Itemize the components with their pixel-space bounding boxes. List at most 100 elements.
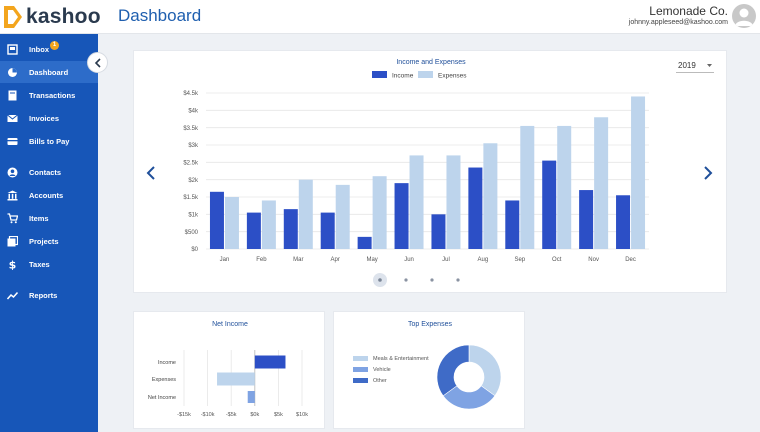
income-bar[interactable] [468, 167, 483, 249]
sidebar-item-label: Inbox [29, 44, 49, 54]
expenses-bar[interactable] [335, 184, 350, 249]
donut-slice[interactable] [468, 344, 502, 397]
income-bar[interactable] [209, 191, 224, 249]
income-bar[interactable] [283, 209, 298, 249]
legend-label: Meals & Entertainment [373, 356, 429, 362]
category-label: Income [158, 360, 176, 366]
y-tick-label: $2k [188, 178, 199, 184]
sidebar-item-transactions[interactable]: Transactions [0, 84, 98, 106]
legend-swatch [353, 378, 368, 383]
sidebar-item-invoices[interactable]: Invoices [0, 107, 98, 129]
sidebar-item-label: Dashboard [29, 67, 69, 77]
sidebar-item-label: Accounts [29, 190, 64, 200]
x-tick-label: Mar [293, 257, 303, 263]
sidebar-item-label: Bills to Pay [29, 136, 70, 146]
expenses-bar[interactable] [409, 155, 424, 249]
transactions-icon [8, 90, 17, 100]
income-bar[interactable] [431, 214, 446, 249]
x-tick-label: -$10k [201, 412, 215, 418]
expenses-bar[interactable] [557, 125, 572, 249]
contacts-icon [7, 167, 18, 177]
x-tick-label: $10k [296, 412, 308, 418]
income-bar[interactable] [246, 212, 261, 249]
x-tick-label: Aug [478, 257, 489, 263]
page-dot-center [378, 278, 382, 282]
sidebar-item-items[interactable]: Items [0, 207, 98, 229]
invoices-icon [7, 114, 18, 122]
income-bar[interactable] [542, 160, 557, 249]
income-bar[interactable] [320, 212, 335, 249]
income-bar[interactable] [394, 183, 409, 249]
net-income-bar[interactable] [254, 355, 286, 369]
inbox-count-badge: 1 [50, 40, 59, 50]
income-bar[interactable] [616, 195, 631, 249]
projects-icon [7, 235, 18, 246]
top-expenses-chart: Meals & Entertainment Vehicle Other [353, 344, 502, 410]
x-tick-label: Nov [588, 257, 599, 263]
chart-next-button[interactable] [701, 164, 715, 182]
page-title: Dashboard [118, 6, 202, 25]
page-dot[interactable] [430, 278, 434, 282]
sidebar-item-label: Projects [29, 236, 59, 246]
inbox-icon [7, 43, 18, 55]
x-tick-label: $5k [274, 412, 283, 418]
account-info[interactable]: Lemonade Co. johnny.appleseed@kashoo.com [629, 4, 728, 26]
sidebar-item-label: Transactions [29, 90, 76, 100]
year-select[interactable]: 2019 [676, 59, 714, 73]
collapse-sidebar-button[interactable] [87, 52, 108, 73]
bills-icon [7, 137, 18, 145]
sidebar-item-contacts[interactable]: Contacts [0, 161, 98, 183]
page-dot[interactable] [456, 278, 460, 282]
sidebar-item-projects[interactable]: Projects [0, 230, 98, 252]
sidebar-item-inbox[interactable]: Inbox 1 [0, 38, 98, 60]
income-bar[interactable] [357, 236, 372, 249]
cart-icon [7, 212, 18, 223]
y-tick-label: $3k [188, 143, 199, 149]
category-label: Net Income [148, 395, 176, 401]
expenses-bar[interactable] [520, 125, 535, 249]
sidebar: Inbox 1 Dashboard Transactions Invoices Bills… [0, 34, 98, 432]
chevron-left-icon [146, 166, 155, 180]
chart-prev-button[interactable] [144, 164, 158, 182]
sidebar-item-dashboard[interactable]: Dashboard [0, 61, 98, 83]
sidebar-item-bills-to-pay[interactable]: Bills to Pay [0, 130, 98, 152]
chevron-left-icon [94, 57, 101, 68]
donut-slice[interactable] [436, 344, 470, 397]
y-tick-label: $2.5k [183, 161, 199, 167]
logo-text: kashoo [26, 5, 101, 28]
expenses-bar[interactable] [261, 200, 276, 249]
net-income-bar[interactable] [247, 391, 255, 403]
net-income-bar[interactable] [217, 372, 255, 386]
income-expenses-chart: Income Expenses $0 $500 $1k $1.5k $2k $2.5k $3k $… [183, 71, 649, 287]
expenses-bar[interactable] [446, 155, 461, 249]
caret-down-icon [707, 63, 712, 67]
y-tick-label: $0 [191, 247, 198, 253]
income-expenses-title: Income and Expenses [396, 59, 466, 66]
chart-legend: Income Expenses [372, 71, 467, 80]
y-tick-label: $4.5k [183, 91, 199, 97]
net-income-chart: -$15k -$10k -$5k $0k $5k $10k Income Expenses Ne… [148, 350, 308, 418]
y-tick-label: $3.5k [183, 126, 199, 132]
x-tick-label: May [366, 257, 377, 263]
x-tick-label: Feb [256, 257, 267, 263]
income-bar[interactable] [505, 200, 520, 249]
expenses-bar[interactable] [298, 179, 313, 249]
page-dot[interactable] [404, 278, 408, 282]
avatar[interactable] [732, 4, 756, 28]
legend-label: Expenses [438, 73, 467, 80]
sidebar-item-reports[interactable]: Reports [0, 284, 98, 306]
sidebar-item-taxes[interactable]: $ Taxes [0, 253, 98, 275]
legend-label: Other [373, 378, 387, 384]
expenses-bar[interactable] [483, 143, 498, 249]
expenses-bar[interactable] [631, 96, 646, 249]
income-expenses-card: Income and Expenses 2019 Income Expenses $… [133, 50, 727, 293]
legend-swatch [372, 71, 387, 78]
expenses-bar[interactable] [372, 176, 387, 249]
income-bar[interactable] [579, 190, 594, 249]
x-tick-label: Jan [220, 257, 230, 263]
year-value: 2019 [678, 61, 696, 70]
kashoo-logo[interactable]: kashoo [4, 4, 101, 30]
sidebar-item-accounts[interactable]: Accounts [0, 184, 98, 206]
expenses-bar[interactable] [594, 117, 609, 250]
expenses-bar[interactable] [224, 197, 239, 249]
